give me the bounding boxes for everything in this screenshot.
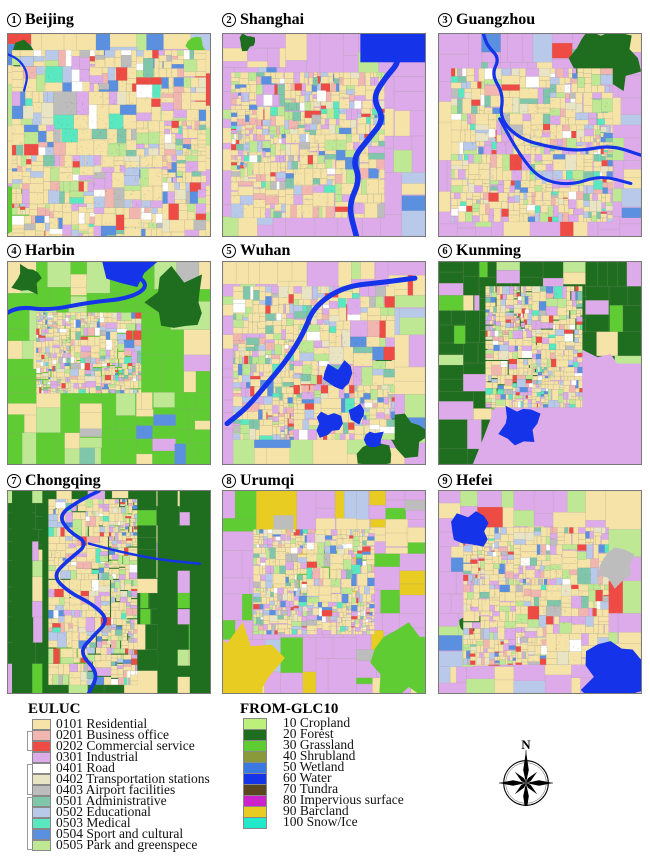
svg-text:N: N	[521, 738, 531, 752]
